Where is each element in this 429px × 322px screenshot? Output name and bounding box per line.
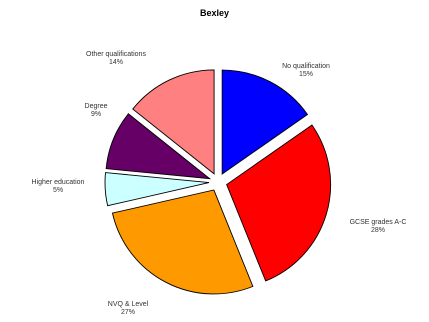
slice-label: Higher education [32, 179, 85, 186]
pie-slice [105, 113, 212, 180]
slice-label: No qualification [282, 63, 330, 70]
slice-percent-label: 28% [371, 227, 385, 234]
slice-percent-label: 15% [299, 71, 313, 78]
slice-percent-label: 27% [121, 309, 135, 316]
slice-label: GCSE grades A-C [350, 219, 407, 226]
pie-slice [132, 69, 215, 175]
slice-label: Other qualifications [86, 51, 146, 58]
pie-slice [221, 69, 309, 175]
slice-percent-label: 14% [109, 59, 123, 66]
slice-label: Degree [85, 103, 108, 110]
pie-slice [111, 189, 254, 295]
slice-label: NVQ & Level [108, 301, 149, 308]
slice-percent-label: 9% [91, 111, 101, 118]
chart-title: Bexley [199, 8, 230, 18]
pie-slice [104, 172, 210, 207]
slice-percent-label: 5% [53, 187, 63, 194]
pie-slice [226, 124, 332, 282]
